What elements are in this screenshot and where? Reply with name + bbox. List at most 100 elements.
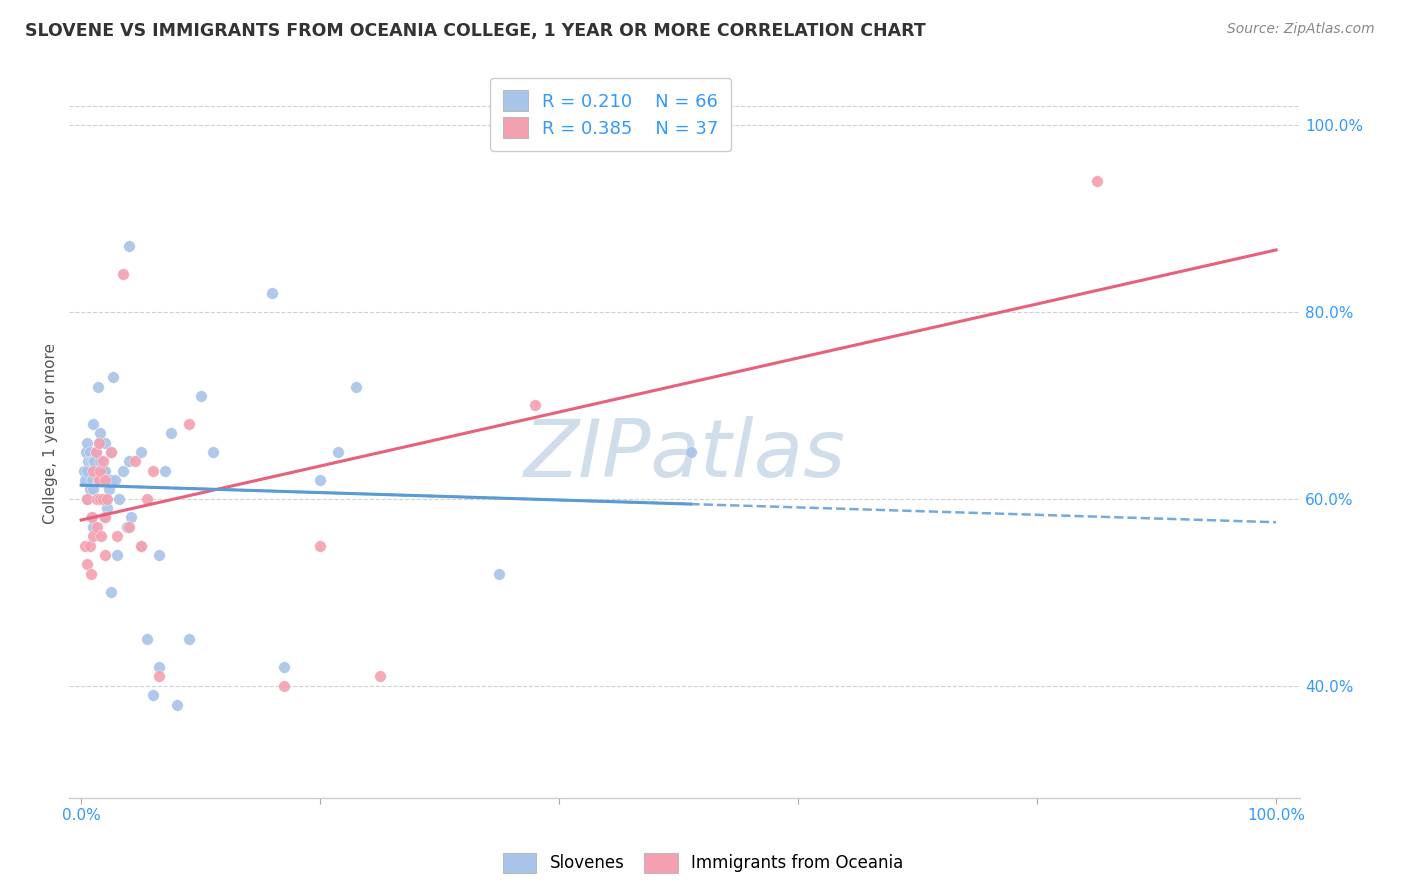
Point (679, 445, 702, 459)
Point (115, 520, 138, 534)
Point (94, 548, 117, 562)
Point (80, 510, 103, 524)
Point (94, 435, 117, 450)
Point (80, 566, 103, 581)
Point (72, 464, 94, 478)
Point (344, 379, 367, 393)
Point (201, 445, 224, 459)
Legend: R = 0.210    N = 66, R = 0.385    N = 37: R = 0.210 N = 66, R = 0.385 N = 37 (491, 78, 731, 151)
Point (118, 520, 141, 534)
Point (309, 539, 332, 553)
Point (83, 454, 105, 468)
Point (96, 491, 118, 506)
Point (118, 239, 141, 253)
Point (120, 510, 142, 524)
Point (111, 464, 134, 478)
Text: ZIPatlas: ZIPatlas (523, 417, 845, 494)
Point (129, 445, 152, 459)
Point (1085, 174, 1108, 188)
Point (135, 491, 157, 506)
Point (89, 426, 111, 441)
Point (80, 454, 103, 468)
Point (82, 483, 104, 497)
Text: SLOVENE VS IMMIGRANTS FROM OCEANIA COLLEGE, 1 YEAR OR MORE CORRELATION CHART: SLOVENE VS IMMIGRANTS FROM OCEANIA COLLE… (25, 22, 927, 40)
Point (94, 473, 117, 487)
Point (91, 464, 114, 478)
Point (94, 510, 117, 524)
Point (488, 566, 510, 581)
Point (100, 445, 122, 459)
Point (76, 435, 98, 450)
Point (91, 454, 114, 468)
Point (82, 520, 104, 534)
Point (76, 558, 98, 572)
Point (89, 464, 111, 478)
Point (90, 529, 112, 543)
Point (177, 417, 200, 431)
Point (84, 445, 107, 459)
Point (89, 454, 111, 468)
Point (524, 398, 547, 412)
Point (91, 491, 114, 506)
Point (153, 464, 176, 478)
Y-axis label: College, 1 year or more: College, 1 year or more (44, 343, 58, 524)
Point (309, 473, 332, 487)
Point (77, 454, 100, 468)
Point (90, 491, 112, 506)
Point (82, 464, 104, 478)
Point (368, 669, 391, 683)
Point (273, 660, 295, 674)
Point (79, 445, 101, 459)
Point (103, 370, 125, 384)
Text: Source: ZipAtlas.com: Source: ZipAtlas.com (1227, 22, 1375, 37)
Point (177, 632, 200, 646)
Point (79, 539, 101, 553)
Point (159, 426, 181, 441)
Point (75, 445, 97, 459)
Point (80, 510, 103, 524)
Point (84, 445, 107, 459)
Point (94, 491, 117, 506)
Point (108, 491, 131, 506)
Point (76, 491, 98, 506)
Point (86, 491, 108, 506)
Point (73, 539, 96, 553)
Point (82, 454, 104, 468)
Point (142, 688, 165, 702)
Point (129, 539, 152, 553)
Point (86, 491, 108, 506)
Point (79, 483, 101, 497)
Point (86, 464, 108, 478)
Point (273, 679, 295, 693)
Point (118, 454, 141, 468)
Point (262, 285, 284, 300)
Point (100, 445, 122, 459)
Point (87, 473, 110, 487)
Point (100, 585, 122, 599)
Point (87, 435, 110, 450)
Point (86, 520, 108, 534)
Point (148, 548, 170, 562)
Legend: Slovenes, Immigrants from Oceania: Slovenes, Immigrants from Oceania (496, 847, 910, 880)
Point (105, 529, 128, 543)
Point (96, 473, 118, 487)
Point (87, 379, 110, 393)
Point (148, 660, 170, 674)
Point (124, 454, 146, 468)
Point (129, 539, 152, 553)
Point (148, 669, 170, 683)
Point (76, 491, 98, 506)
Point (87, 473, 110, 487)
Point (166, 698, 188, 712)
Point (94, 464, 117, 478)
Point (142, 464, 165, 478)
Point (190, 389, 212, 403)
Point (96, 501, 118, 516)
Point (326, 445, 349, 459)
Point (135, 632, 157, 646)
Point (80, 473, 103, 487)
Point (104, 473, 127, 487)
Point (73, 473, 96, 487)
Point (82, 529, 104, 543)
Point (100, 473, 122, 487)
